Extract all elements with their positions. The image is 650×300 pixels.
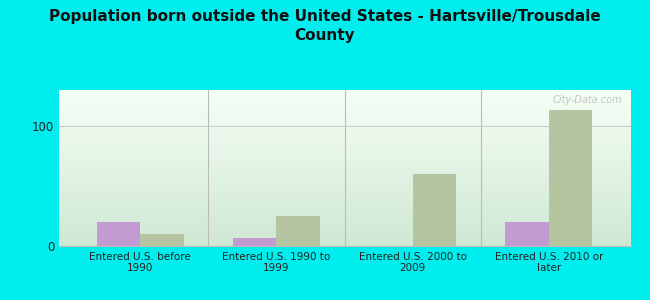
Text: Population born outside the United States - Hartsville/Trousdale
County: Population born outside the United State…: [49, 9, 601, 43]
Bar: [276, 216, 320, 246]
Bar: [97, 222, 140, 246]
Bar: [413, 174, 456, 246]
Bar: [233, 238, 276, 246]
Bar: [140, 234, 184, 246]
Bar: [505, 222, 549, 246]
Text: City-Data.com: City-Data.com: [552, 95, 622, 105]
Bar: [549, 110, 592, 246]
